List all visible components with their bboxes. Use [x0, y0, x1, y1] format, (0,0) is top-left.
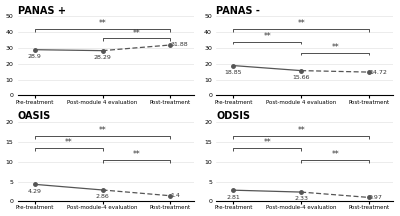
Text: 2.81: 2.81 — [226, 195, 240, 200]
Text: **: ** — [297, 126, 305, 135]
Text: **: ** — [263, 138, 271, 147]
Text: 4.29: 4.29 — [28, 189, 42, 194]
Text: **: ** — [99, 126, 106, 135]
Text: 28.29: 28.29 — [94, 55, 112, 60]
Text: 15.66: 15.66 — [292, 75, 310, 80]
Text: **: ** — [263, 32, 271, 41]
Text: PANAS -: PANAS - — [216, 6, 260, 16]
Text: 31.88: 31.88 — [170, 43, 188, 48]
Text: 28.9: 28.9 — [28, 54, 42, 59]
Text: **: ** — [99, 19, 106, 28]
Text: **: ** — [133, 29, 140, 38]
Text: 0.97: 0.97 — [369, 195, 383, 200]
Text: 1.4: 1.4 — [170, 193, 180, 198]
Text: ODSIS: ODSIS — [216, 111, 250, 121]
Text: **: ** — [133, 150, 140, 159]
Text: 2.33: 2.33 — [294, 196, 308, 201]
Text: **: ** — [65, 138, 72, 147]
Text: **: ** — [331, 43, 339, 52]
Text: 14.72: 14.72 — [369, 70, 387, 75]
Text: 18.85: 18.85 — [224, 70, 242, 75]
Text: **: ** — [331, 150, 339, 159]
Text: PANAS +: PANAS + — [18, 6, 66, 16]
Text: **: ** — [297, 19, 305, 28]
Text: OASIS: OASIS — [18, 111, 51, 121]
Text: 2.86: 2.86 — [96, 194, 109, 199]
